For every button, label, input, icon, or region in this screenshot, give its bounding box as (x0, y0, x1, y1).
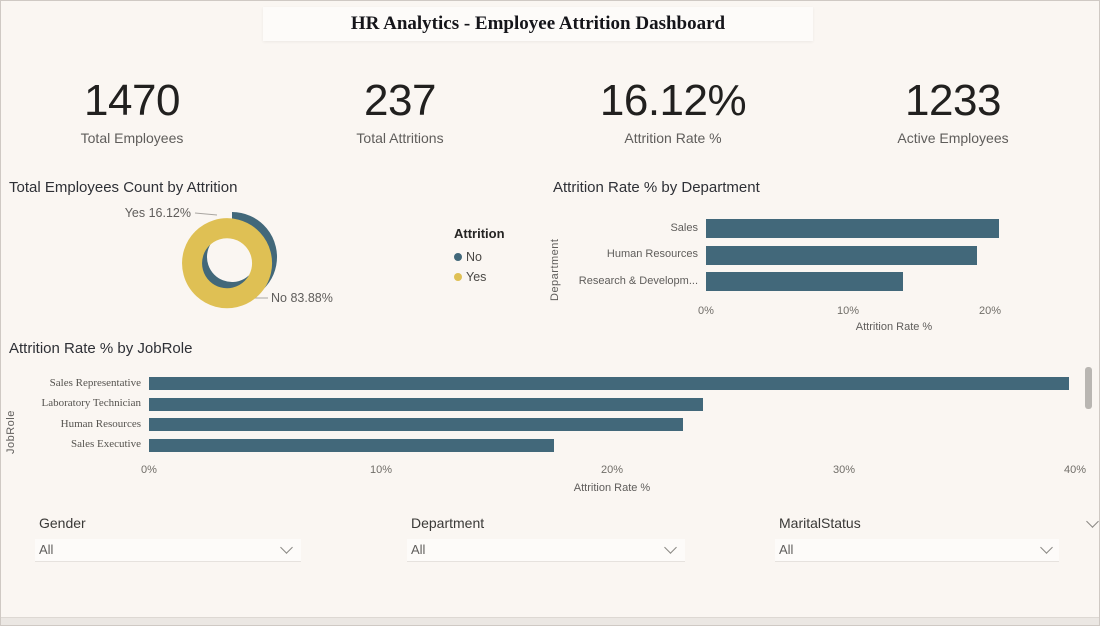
slicer-department-dropdown[interactable]: All (407, 539, 685, 562)
category-label-human-resources: Human Resources (60, 417, 141, 430)
slicer-gender: Gender All (29, 509, 301, 562)
legend-item-yes[interactable]: Yes (454, 267, 505, 287)
callout-line-yes (194, 212, 218, 216)
category-label-sales: Sales (670, 221, 698, 234)
attrition-legend: Attrition No Yes (454, 226, 505, 287)
bar-human-resources[interactable] (706, 245, 977, 265)
jobrole-bar-chart-panel: Attrition Rate % by JobRole JobRole Attr… (1, 336, 1099, 504)
slicer-maritalstatus-dropdown[interactable]: All (775, 539, 1059, 562)
slicer-department-value: All (411, 542, 426, 557)
slicer-gender-label: Gender (39, 515, 86, 531)
x-axis-tick-0: 0% (698, 305, 714, 317)
slicer-department-label: Department (411, 515, 485, 531)
slicer-gender-dropdown[interactable]: All (35, 539, 301, 562)
category-label-sales-executive: Sales Executive (71, 438, 141, 450)
x-axis-tick-10: 10% (836, 305, 860, 317)
chevron-down-icon[interactable] (1086, 515, 1099, 528)
category-label-research-developm: Research & Developm... (578, 274, 698, 287)
bar-sales-representative[interactable] (149, 377, 1069, 390)
dashboard-title: HR Analytics - Employee Attrition Dashbo… (350, 13, 726, 34)
slicer-gender-value: All (39, 542, 54, 557)
donut-slice-yes[interactable] (182, 218, 273, 309)
kpi-label-total-attritions: Total Attritions (356, 130, 444, 146)
kpi-value-active-employees: 1233 (905, 76, 1001, 125)
x-axis-tick-20: 20% (978, 305, 1002, 317)
legend-item-label: No (466, 250, 482, 264)
slicer-maritalstatus-value: All (779, 542, 794, 557)
kpi-label-total-employees: Total Employees (80, 130, 184, 146)
kpi-card-total-attritions: 237 Total Attritions (280, 76, 520, 147)
department-bar-chart-panel: Attrition Rate % by Department Departmen… (541, 171, 1099, 336)
legend-item-label: Yes (466, 270, 487, 284)
donut-chart-panel: Total Employees Count by Attrition Yes 1… (1, 171, 541, 336)
kpi-value-total-attritions: 237 (364, 76, 436, 125)
kpi-card-attrition-rate: 16.12% Attrition Rate % (553, 76, 793, 147)
bottom-edge-strip (1, 617, 1099, 625)
kpi-card-total-employees: 1470 Total Employees (12, 76, 252, 147)
jobrole-chart-title: Attrition Rate % by JobRole (9, 340, 193, 357)
category-label-human-resources: Human Resources (606, 248, 698, 260)
kpi-label-attrition-rate: Attrition Rate % (624, 130, 722, 146)
x-axis-tick-0: 0% (141, 464, 157, 476)
bar-laboratory-technician[interactable] (149, 397, 703, 411)
attrition-donut-chart (182, 212, 277, 309)
kpi-value-total-employees: 1470 (84, 76, 180, 125)
kpi-label-active-employees: Active Employees (897, 130, 1009, 146)
legend-dot-icon (454, 273, 462, 281)
bar-research-developm[interactable] (706, 272, 903, 291)
kpi-value-attrition-rate: 16.12% (599, 76, 747, 125)
legend-item-no[interactable]: No (454, 247, 505, 267)
slicer-maritalstatus-label: MaritalStatus (779, 515, 861, 531)
donut-callout-no: No 83.88% (271, 291, 333, 305)
category-label-sales-representative: Sales Representative (49, 376, 141, 389)
bar-human-resources[interactable] (149, 418, 683, 431)
jobrole-chart-scrollbar[interactable] (1085, 367, 1092, 409)
slicer-department: Department All (401, 509, 685, 562)
x-axis-tick-10: 10% (369, 464, 393, 476)
slicer-maritalstatus: MaritalStatus All (769, 509, 1099, 562)
title-band: HR Analytics - Employee Attrition Dashbo… (263, 7, 813, 41)
legend-dot-icon (454, 253, 462, 261)
jobrole-x-axis-label: Attrition Rate % (573, 482, 651, 494)
department-x-axis-label: Attrition Rate % (855, 321, 933, 333)
chevron-down-icon[interactable] (280, 541, 293, 554)
donut-chart-title: Total Employees Count by Attrition (9, 179, 238, 196)
category-label-laboratory-technician: Laboratory Technician (41, 397, 141, 409)
donut-callout-yes: Yes 16.12% (124, 206, 191, 220)
x-axis-tick-20: 20% (600, 464, 624, 476)
x-axis-tick-30: 30% (832, 464, 856, 476)
bar-sales[interactable] (706, 219, 999, 238)
chevron-down-icon[interactable] (1040, 541, 1053, 554)
legend-title: Attrition (454, 226, 505, 241)
x-axis-tick-40: 40% (1063, 464, 1087, 476)
kpi-card-active-employees: 1233 Active Employees (833, 76, 1073, 147)
bar-sales-executive[interactable] (149, 438, 554, 452)
department-chart-title: Attrition Rate % by Department (553, 179, 760, 196)
chevron-down-icon[interactable] (664, 541, 677, 554)
